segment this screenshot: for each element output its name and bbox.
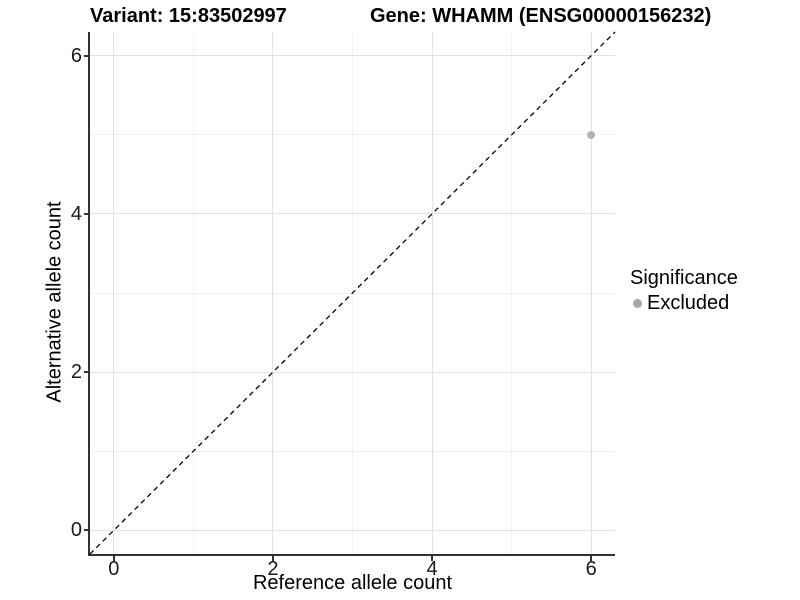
gridline-major-y bbox=[90, 213, 615, 215]
data-point bbox=[587, 130, 596, 139]
gridline-major-y bbox=[90, 529, 615, 531]
gridline-major-x bbox=[590, 32, 592, 554]
gridline-minor-y bbox=[90, 450, 615, 452]
legend-item-excluded: Excluded bbox=[630, 292, 738, 315]
y-tick-mark bbox=[84, 529, 89, 532]
legend-item-label: Excluded bbox=[647, 292, 730, 314]
gridline-major-x bbox=[272, 32, 274, 554]
y-tick-label: 4 bbox=[70, 202, 82, 225]
y-tick-label: 2 bbox=[70, 361, 82, 384]
x-tick-mark bbox=[271, 556, 274, 561]
y-tick-label: 6 bbox=[70, 44, 82, 67]
y-tick-mark bbox=[84, 371, 89, 374]
y-tick-mark bbox=[84, 54, 89, 57]
plot-title-variant: Variant: 15:83502997 bbox=[90, 5, 287, 27]
gridline-major-x bbox=[113, 32, 115, 554]
x-tick-mark bbox=[590, 556, 593, 561]
legend-title: Significance bbox=[630, 267, 738, 289]
x-tick-label: 4 bbox=[426, 558, 438, 580]
legend-key-dot-icon bbox=[633, 299, 642, 308]
gridline-major-y bbox=[90, 371, 615, 373]
x-axis-line bbox=[88, 554, 615, 556]
gridline-major-x bbox=[431, 32, 433, 554]
y-tick-label: 0 bbox=[70, 519, 82, 542]
x-tick-label: 6 bbox=[585, 558, 597, 580]
plot-title-gene: Gene: WHAMM (ENSG00000156232) bbox=[370, 5, 712, 27]
legend: Significance Excluded bbox=[630, 267, 738, 315]
y-axis-line bbox=[88, 32, 90, 556]
gridline-minor-y bbox=[90, 134, 615, 136]
x-tick-mark bbox=[112, 556, 115, 561]
identity-dashed-line bbox=[89, 31, 616, 555]
y-tick-mark bbox=[84, 212, 89, 215]
x-axis-title: Reference allele count bbox=[252, 572, 452, 594]
gridline-major-y bbox=[90, 55, 615, 57]
x-tick-label: 0 bbox=[108, 558, 120, 580]
x-tick-label: 2 bbox=[267, 558, 279, 580]
x-tick-mark bbox=[431, 556, 434, 561]
